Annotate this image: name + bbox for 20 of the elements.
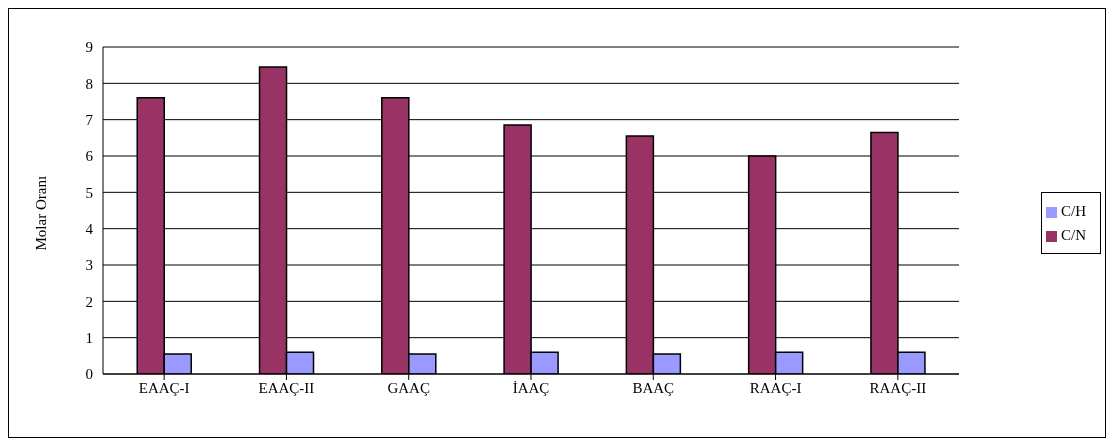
y-tick-label: 3 xyxy=(85,257,93,274)
x-tick-label: İAAÇ xyxy=(512,379,550,396)
x-tick-label: BAAÇ xyxy=(632,379,675,396)
y-tick-label: 4 xyxy=(85,220,94,237)
x-tick-label: EAAÇ-II xyxy=(258,379,315,396)
x-tick-label: GAAÇ xyxy=(387,379,430,396)
x-tick-label: RAAÇ-II xyxy=(869,379,927,396)
y-tick-label: 2 xyxy=(85,293,93,310)
y-tick-label: 0 xyxy=(85,366,93,383)
legend-label: C/N xyxy=(1060,227,1086,243)
x-tick-label: RAAÇ-I xyxy=(749,379,802,396)
y-tick-label: 6 xyxy=(85,148,94,165)
y-tick-label: 8 xyxy=(85,75,93,92)
y-axis-title: Molar Oranı xyxy=(33,175,50,251)
y-tick-label: 1 xyxy=(85,329,93,346)
x-tick-label: EAAÇ-I xyxy=(138,379,190,396)
y-tick-label: 5 xyxy=(85,184,93,201)
y-tick-label: 9 xyxy=(85,39,93,56)
legend-label: C/H xyxy=(1060,203,1086,219)
y-tick-label: 7 xyxy=(85,111,94,128)
